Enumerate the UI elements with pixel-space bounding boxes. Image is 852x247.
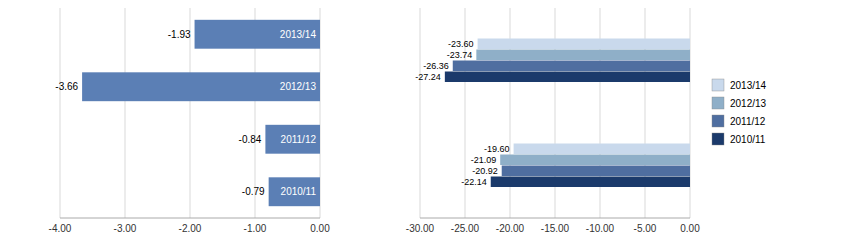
- data-label: -1.93: [168, 29, 191, 40]
- grid-line: [420, 8, 421, 218]
- legend-swatch: [712, 133, 724, 145]
- x-axis-line: [420, 218, 690, 219]
- tick-label: -3.00: [114, 223, 137, 234]
- tick-label: -4.00: [49, 223, 72, 234]
- tick-label: -15.00: [541, 223, 570, 234]
- legend-label: 2013/14: [730, 80, 767, 91]
- category-label: 2013/14: [280, 29, 317, 40]
- bar: [195, 20, 320, 49]
- tick-label: -2.00: [179, 223, 202, 234]
- legend-label: 2012/13: [730, 98, 767, 109]
- legend-swatch: [712, 115, 724, 127]
- bar: [453, 61, 690, 72]
- legend-label: 2010/11: [730, 134, 766, 145]
- grid-line: [125, 8, 126, 218]
- grid: [420, 8, 690, 218]
- tick-label: -20.00: [496, 223, 525, 234]
- bar: [476, 50, 690, 61]
- bar: [502, 166, 690, 177]
- data-label: -23.60: [448, 39, 474, 49]
- bar: [500, 155, 690, 166]
- data-label: -27.24: [415, 72, 441, 82]
- legend-swatch: [712, 79, 724, 91]
- data-label: -0.79: [242, 186, 265, 197]
- tick-label: -5.00: [634, 223, 657, 234]
- bar: [514, 144, 690, 155]
- category-label: 2012/13: [280, 81, 317, 92]
- grid: [60, 8, 320, 218]
- tick-label: 0.00: [680, 223, 700, 234]
- labels: -23.60-23.74-26.36-27.24 -19.60-21.09-20.…: [415, 39, 509, 187]
- category-label: 2010/11: [281, 186, 317, 197]
- legend-swatch: [712, 97, 724, 109]
- chart-panel: -4.00 -3.00 -2.00 -1.00 0.00 -1.93 2013/14 -3.6…: [49, 8, 331, 234]
- bar: [445, 72, 690, 83]
- legend-label: 2011/12: [730, 116, 766, 127]
- labels: -1.93 2013/14 -3.66 2012/13 -0.84 2011/12 -0.7…: [55, 29, 316, 198]
- data-label: -23.74: [447, 50, 473, 60]
- tick-label: -1.00: [244, 223, 267, 234]
- x-axis-line: [60, 218, 320, 219]
- bar: [491, 177, 690, 188]
- bars: [445, 39, 690, 188]
- grid-line: [60, 8, 61, 218]
- data-label: -26.36: [423, 61, 449, 71]
- bars: [82, 20, 320, 206]
- tick-label: 0.00: [310, 223, 330, 234]
- chart-panel: -30.00 -25.00 -20.00 -15.00 -10.00 -5.00 0.00 -…: [406, 8, 767, 234]
- bar: [265, 125, 320, 154]
- tick-label: -10.00: [586, 223, 615, 234]
- data-label: -22.14: [461, 177, 487, 187]
- bar: [478, 39, 690, 50]
- tick-label: -30.00: [406, 223, 435, 234]
- data-label: -20.92: [472, 166, 498, 176]
- data-label: -0.84: [239, 134, 262, 145]
- bar: [82, 72, 320, 101]
- data-label: -19.60: [484, 144, 510, 154]
- bar: [269, 177, 320, 206]
- data-label: -3.66: [55, 81, 78, 92]
- chart-canvas: -4.00 -3.00 -2.00 -1.00 0.00 -1.93 2013/14 -3.6…: [0, 0, 852, 247]
- legend: 2013/14 2012/13 2011/12 2010/11: [712, 79, 767, 145]
- category-label: 2011/12: [281, 134, 317, 145]
- tick-label: -25.00: [451, 223, 480, 234]
- data-label: -21.09: [471, 155, 497, 165]
